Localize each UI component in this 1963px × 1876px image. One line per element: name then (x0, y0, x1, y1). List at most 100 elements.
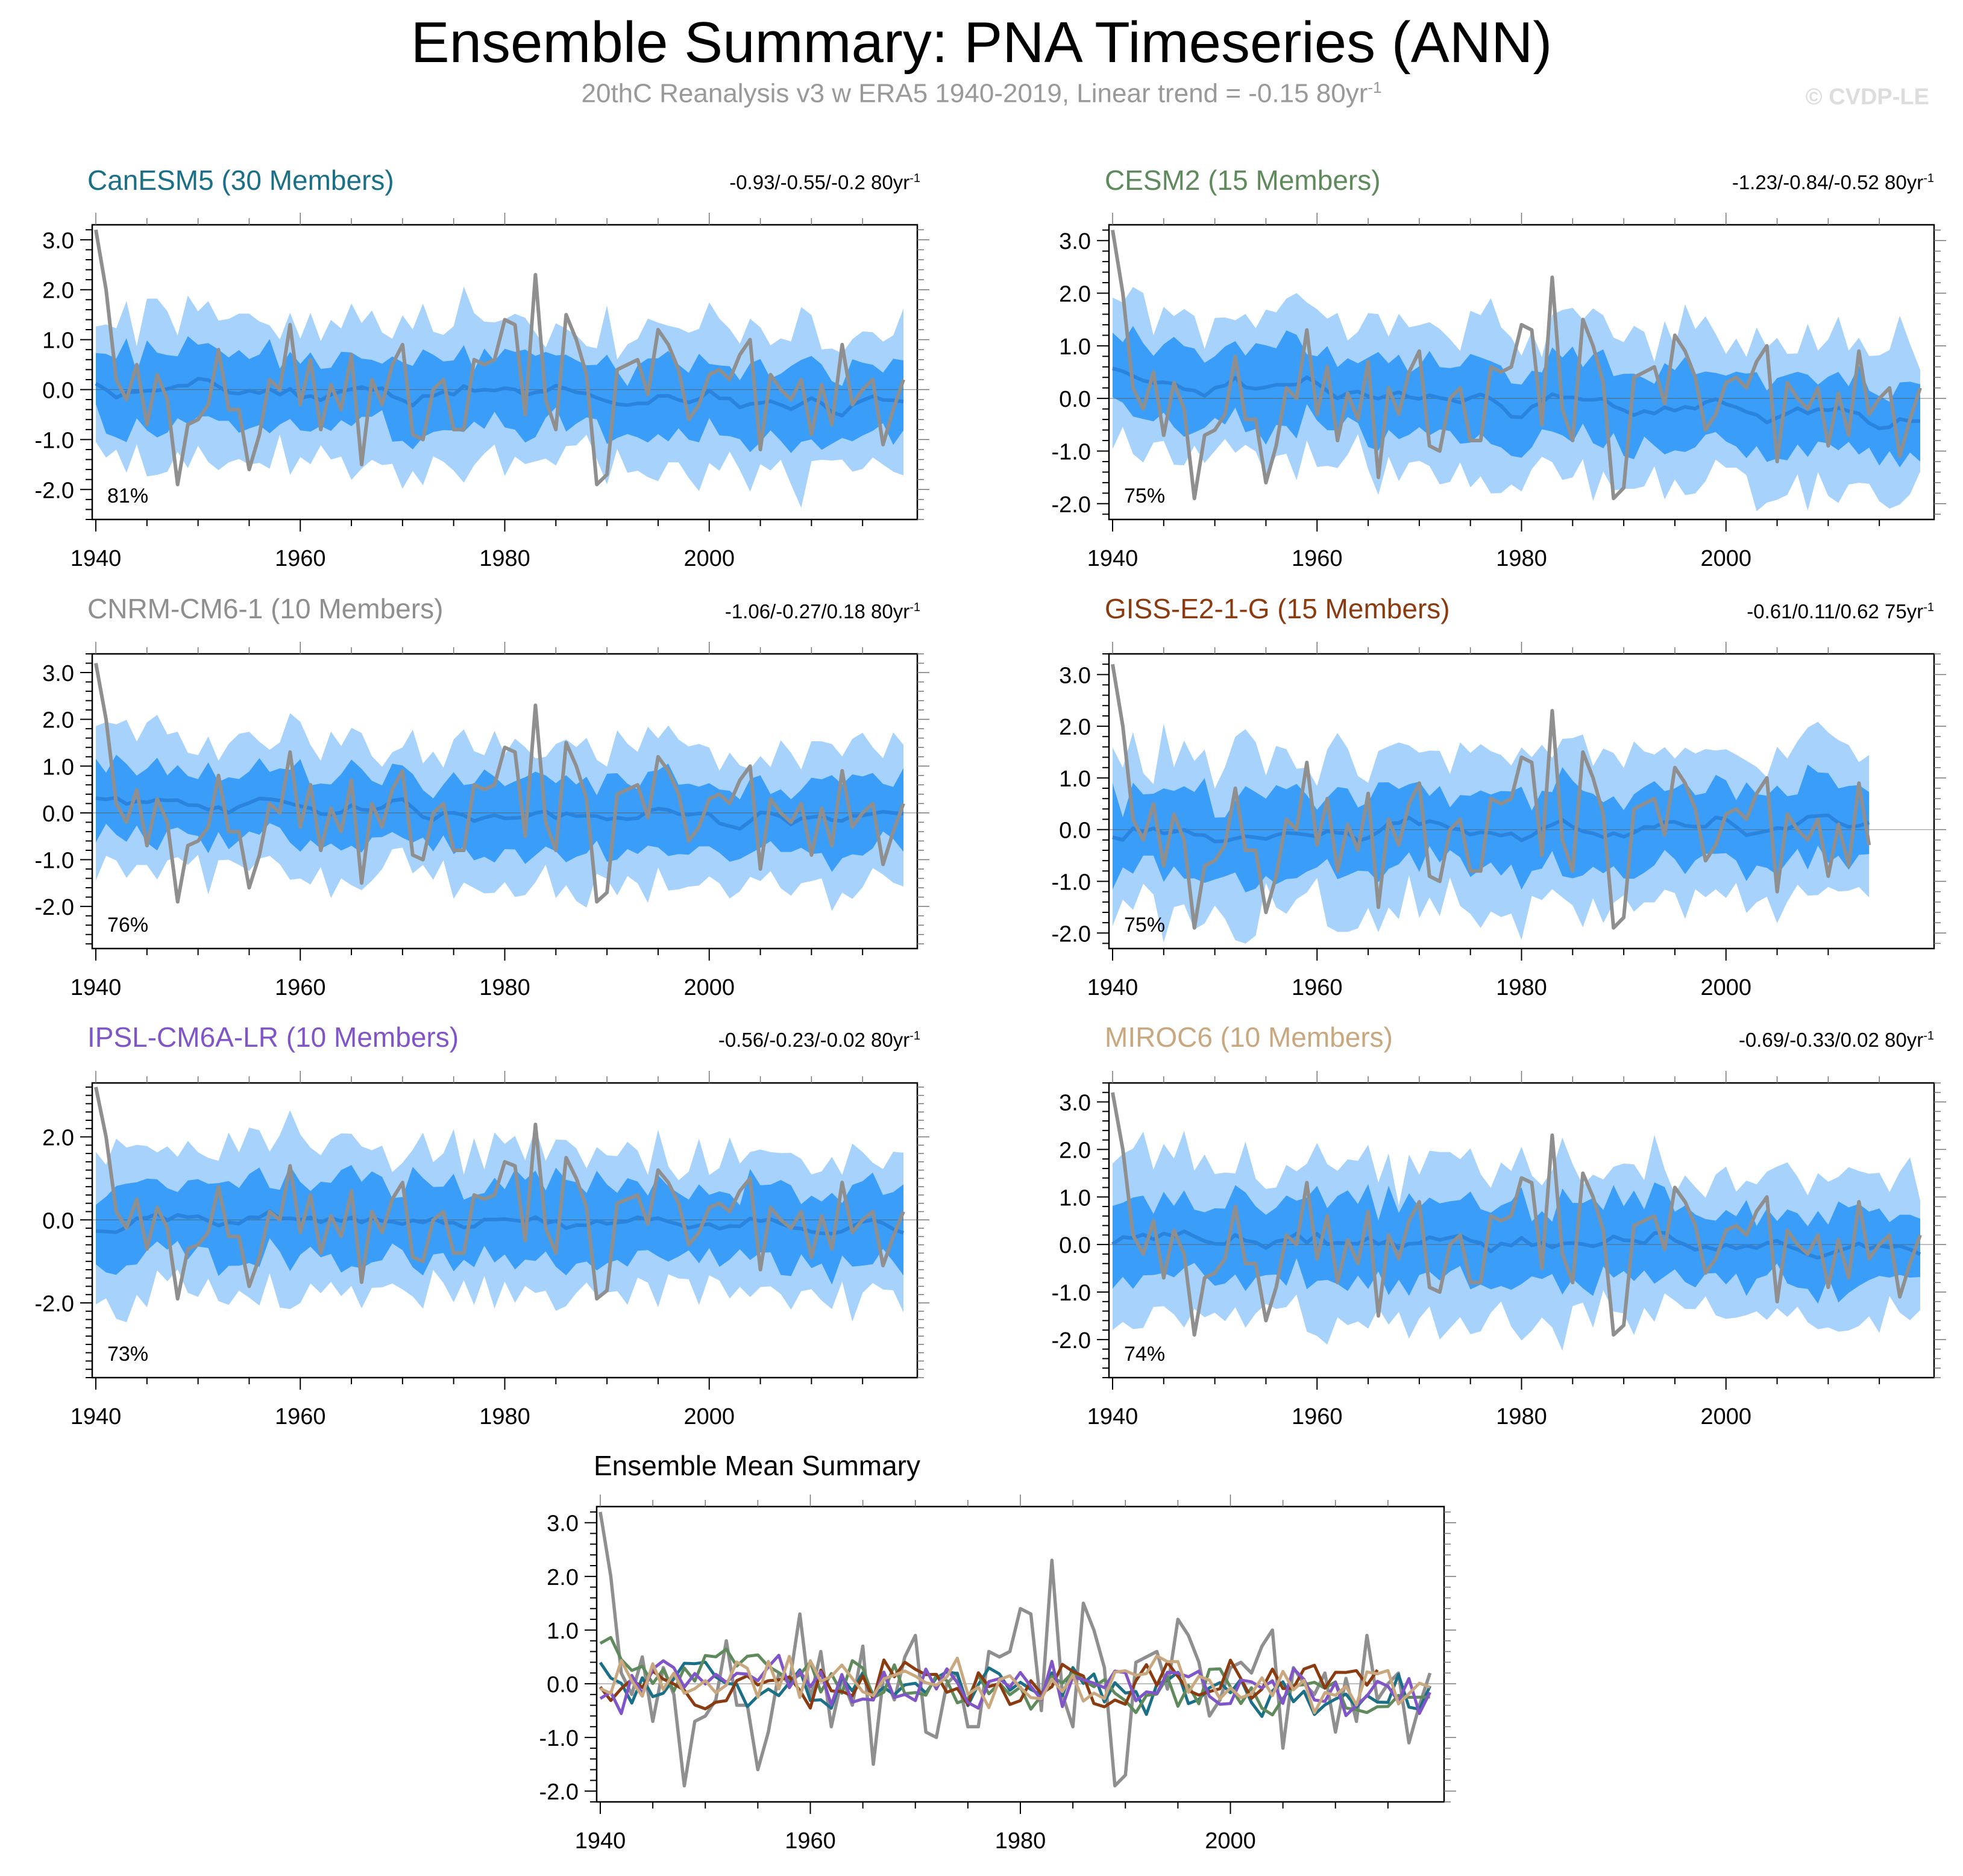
panel-0: 3.0 2.0 1.0 0.0 -1.0 -2.0 1940 1960 1980 2000 81% (35, 213, 929, 571)
x-tick-label: 2000 (1700, 975, 1751, 1000)
panel-range-ipsl: -0.56/-0.23/-0.02 80yr-1 (718, 1029, 920, 1052)
x-tick-label: 1940 (71, 1404, 122, 1429)
y-tick-label: 2.0 (1059, 1138, 1091, 1163)
x-tick-label: 1960 (275, 546, 326, 571)
y-tick-label: 1.0 (42, 754, 74, 780)
x-tick-label: 1980 (1496, 546, 1547, 571)
x-tick-label: 1980 (995, 1828, 1046, 1854)
panel-range-cnrm: -1.06/-0.27/0.18 80yr-1 (725, 600, 920, 623)
series-line-CanESM5 (598, 1660, 1431, 1718)
main-title: Ensemble Summary: PNA Timeseries (ANN) (410, 10, 1553, 75)
x-tick-label: 1960 (1292, 1404, 1343, 1429)
x-tick-label: 2000 (1700, 546, 1751, 571)
observed-line (1111, 664, 1871, 930)
watermark: © CVDP-LE (1805, 84, 1929, 110)
subtitle-sup: -1 (1368, 78, 1382, 96)
y-tick-label: 0.0 (1059, 818, 1091, 844)
x-tick-label: 2000 (683, 546, 735, 571)
range-text: -0.61/0.11/0.62 75yr (1747, 600, 1924, 623)
x-tick-label: 1980 (479, 975, 530, 1000)
y-tick-label: -1.0 (35, 849, 74, 874)
panel-title-cesm2: CESM2 (15 Members) (1105, 165, 1381, 196)
observed-line (1111, 1092, 1922, 1337)
inner-band (96, 1165, 903, 1285)
y-tick-label: 2.0 (42, 1126, 74, 1151)
observed-line (94, 1087, 905, 1301)
y-tick-label: 3.0 (1059, 229, 1091, 254)
range-text: -0.93/-0.55/-0.2 80yr (729, 171, 910, 193)
y-tick-label: 2.0 (1059, 282, 1091, 307)
y-tick-label: -1.0 (1052, 439, 1091, 465)
y-tick-label: -2.0 (1052, 921, 1091, 947)
y-tick-label: 0.0 (547, 1672, 579, 1698)
inner-band (96, 336, 903, 453)
y-tick-label: -2.0 (35, 895, 74, 920)
x-tick-label: 1960 (785, 1828, 836, 1854)
series-line-GISS-E2-1-G (599, 1658, 1379, 1711)
percent-label: 75% (1124, 485, 1165, 507)
panel-range-canesm5: -0.93/-0.55/-0.2 80yr-1 (729, 171, 920, 194)
y-tick-label: 2.0 (1059, 715, 1091, 740)
y-tick-label: -2.0 (35, 1291, 74, 1317)
y-tick-label: -1.0 (1052, 1281, 1091, 1306)
y-tick-label: 2.0 (547, 1565, 579, 1590)
inner-band (96, 754, 903, 872)
observed-line (94, 662, 905, 904)
y-tick-label: 0.0 (42, 1208, 74, 1234)
panel-title-ipsl: IPSL-CM6A-LR (10 Members) (87, 1021, 459, 1053)
y-tick-label: 1.0 (1059, 1185, 1091, 1211)
ensemble-mean-line (95, 377, 904, 418)
panel-1: 3.0 2.0 1.0 0.0 -1.0 -2.0 1940 1960 1980 2000 75% (1052, 213, 1946, 571)
percent-label: 73% (107, 1343, 148, 1366)
x-tick-label: 1960 (275, 975, 326, 1000)
percent-label: 75% (1124, 914, 1165, 936)
y-tick-label: 1.0 (42, 328, 74, 354)
y-tick-label: 3.0 (42, 661, 74, 686)
range-sup: -1 (1923, 1029, 1934, 1043)
summary-panel: 3.0 2.0 1.0 0.0 -1.0 -2.0 1940 1960 1980 2000 (539, 1495, 1456, 1854)
range-text: -1.23/-0.84/-0.52 80yr (1732, 171, 1924, 193)
panel-range-giss: -0.61/0.11/0.62 75yr-1 (1747, 600, 1934, 623)
y-tick-label: 0.0 (1059, 387, 1091, 412)
x-tick-label: 2000 (1700, 1404, 1751, 1429)
inner-band (1113, 325, 1920, 468)
panel-title-giss: GISS-E2-1-G (15 Members) (1105, 593, 1450, 624)
x-tick-label: 1940 (1087, 1404, 1139, 1429)
range-sup: -1 (909, 1029, 920, 1043)
y-tick-label: -2.0 (539, 1780, 579, 1805)
y-tick-label: 1.0 (1059, 767, 1091, 792)
range-sup: -1 (909, 172, 920, 185)
subtitle-text: 20thC Reanalysis v3 w ERA5 1940-2019, Li… (581, 78, 1368, 108)
y-tick-label: 0.0 (1059, 1233, 1091, 1258)
x-tick-label: 1940 (71, 546, 122, 571)
y-tick-label: 1.0 (547, 1619, 579, 1644)
y-tick-label: 3.0 (1059, 663, 1091, 688)
y-tick-label: 2.0 (42, 708, 74, 733)
panel-range-cesm2: -1.23/-0.84/-0.52 80yr-1 (1732, 171, 1934, 194)
panel-2: 3.0 2.0 1.0 0.0 -1.0 -2.0 1940 1960 1980 2000 76% (35, 642, 929, 1000)
panel-title-miroc6: MIROC6 (10 Members) (1105, 1021, 1393, 1053)
range-sup: -1 (909, 601, 920, 614)
range-sup: -1 (1923, 601, 1934, 614)
panel-title-cnrm: CNRM-CM6-1 (10 Members) (87, 593, 444, 624)
y-tick-label: 3.0 (42, 228, 74, 254)
y-tick-label: -1.0 (35, 428, 74, 453)
x-tick-label: 2000 (683, 1404, 735, 1429)
y-tick-label: 3.0 (1059, 1091, 1091, 1116)
ensemble-mean-line (1112, 814, 1870, 844)
range-text: -1.06/-0.27/0.18 80yr (724, 600, 910, 623)
observed-line (598, 1511, 1432, 1788)
y-tick-label: 3.0 (547, 1511, 579, 1537)
y-tick-label: 0.0 (42, 378, 74, 404)
ensemble-mean-line (1112, 366, 1921, 430)
y-tick-label: 0.0 (42, 802, 74, 827)
panel-5: 3.0 2.0 1.0 0.0 -1.0 -2.0 1940 1960 1980 2000 74% (1052, 1071, 1946, 1429)
y-tick-label: 1.0 (1059, 334, 1091, 360)
y-tick-label: 2.0 (42, 278, 74, 304)
y-tick-label: -2.0 (1052, 492, 1091, 518)
observed-line (1111, 230, 1922, 501)
range-text: -0.56/-0.23/-0.02 80yr (718, 1029, 910, 1051)
panel-range-miroc6: -0.69/-0.33/0.02 80yr-1 (1739, 1029, 1934, 1052)
x-tick-label: 1960 (275, 1404, 326, 1429)
